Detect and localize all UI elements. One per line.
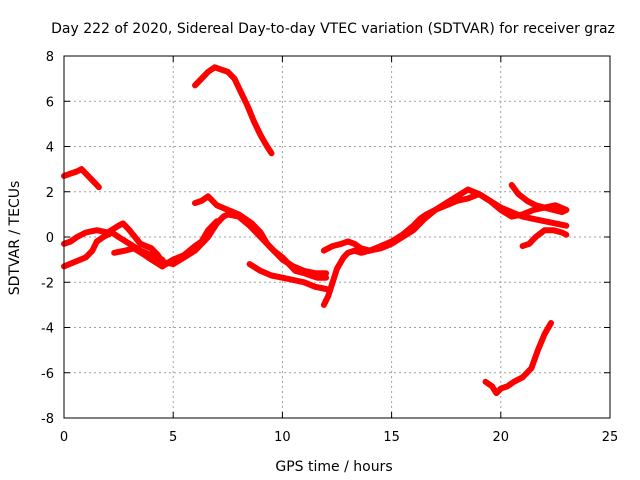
series-seg11 [508,182,570,216]
y-tick-label: -6 [41,367,54,382]
y-tick-label: -4 [41,322,54,337]
series-seg4 [111,218,220,270]
data-series [61,64,570,397]
x-tick-label: 25 [602,430,619,445]
x-tick-label: 10 [274,430,291,445]
y-tick-label: 4 [46,141,54,156]
series-seg6 [192,64,275,157]
x-tick-label: 15 [383,430,400,445]
series-seg5 [192,193,330,281]
chart-title: Day 222 of 2020, Sidereal Day-to-day VTE… [51,21,615,37]
y-tick-label: 2 [46,186,54,201]
series-seg9 [320,191,570,254]
x-tick-label: 0 [60,430,68,445]
series-seg10 [519,227,570,250]
y-tick-label: -8 [41,412,54,427]
grid-lines [64,56,610,418]
series-seg1 [61,166,102,191]
y-tick-label: -2 [41,276,54,291]
x-axis-label: GPS time / hours [275,459,392,475]
y-tick-label: 0 [46,231,54,246]
x-tick-label: 20 [493,430,510,445]
y-axis-label: SDTVAR / TECUs [7,181,23,296]
axis-ticks: 0 5 10 15 20 25 -8 -6 -4 -2 0 2 4 6 8 [41,50,618,445]
y-tick-label: 8 [46,50,54,65]
series-seg7 [246,261,330,292]
series-seg12 [482,320,554,397]
x-tick-label: 5 [169,430,177,445]
y-tick-label: 6 [46,95,54,110]
